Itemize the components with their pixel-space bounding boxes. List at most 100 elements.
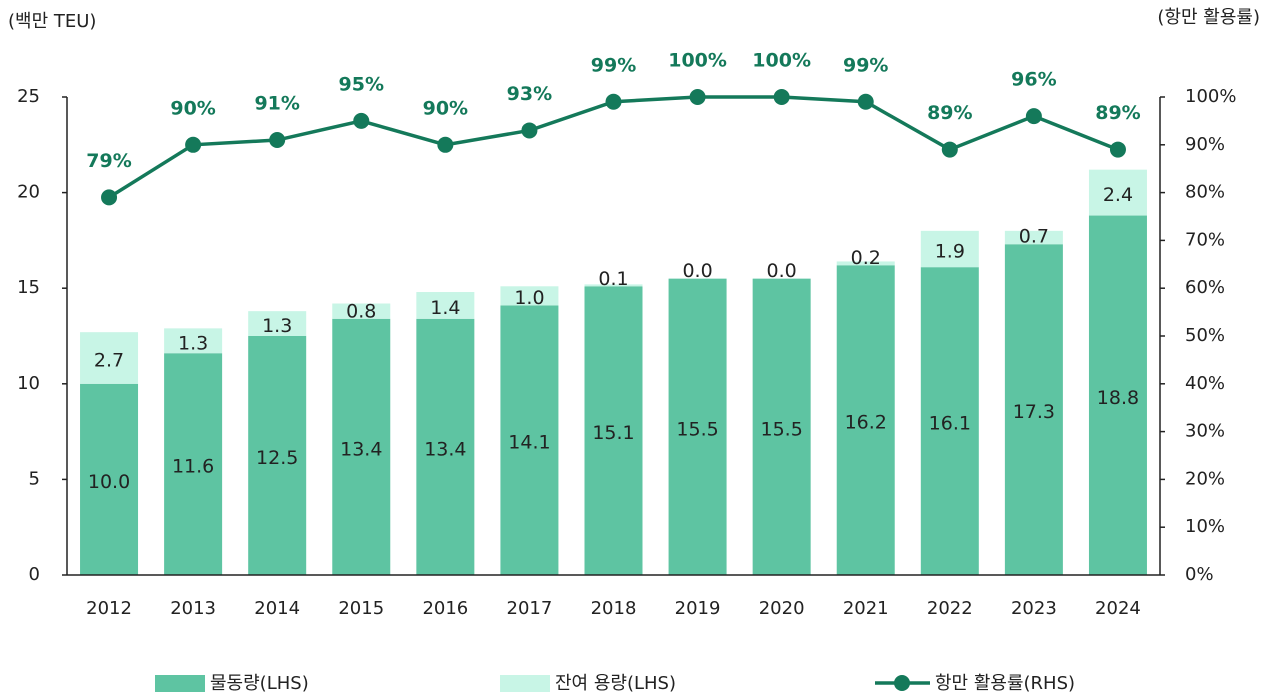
line-point [437,136,454,153]
value-label: 79% [86,150,131,172]
bar-segment [1004,244,1063,575]
bar-segment [332,303,391,319]
value-label: 15.5 [760,418,802,440]
bar-segment [416,292,475,319]
y-tick-label: 25 [17,86,40,107]
bar-segment [920,230,979,268]
line-point [689,89,706,105]
value-label: 100% [668,50,727,72]
line-point [941,141,958,158]
value-label: 11.6 [172,456,214,478]
line-point [1109,141,1126,158]
x-tick-label: 2018 [591,598,637,619]
y-tick-label: 10 [17,373,40,394]
y2-tick-label: 100% [1185,86,1236,107]
value-label: 14.1 [508,432,550,454]
x-tick-label: 2020 [759,598,805,619]
value-label: 13.4 [424,438,466,460]
legend-label: 물동량(LHS) [210,673,309,694]
x-tick-label: 2024 [1095,598,1141,619]
y2-tick-label: 90% [1185,134,1225,155]
bar-segment [668,278,727,575]
bar-segment [248,311,307,336]
value-label: 2.7 [94,349,124,371]
bar-segment [1088,169,1147,216]
bar-segment [500,286,559,306]
x-tick-label: 2023 [1011,598,1057,619]
value-label: 91% [254,93,299,115]
value-label: 12.5 [256,447,298,469]
value-label: 1.3 [262,315,292,337]
value-label: 0.2 [851,247,881,269]
value-label: 18.8 [1097,387,1139,409]
line-point [269,132,286,149]
y2-tick-label: 80% [1185,182,1225,203]
bar-segment [1088,215,1147,575]
y-tick-label: 0 [29,564,40,585]
line-point [857,93,874,110]
x-tick-label: 2013 [170,598,216,619]
y2-tick-label: 30% [1185,421,1225,442]
value-label: 10.0 [88,471,130,493]
y2-tick-label: 0% [1185,564,1214,585]
bar-segment [1004,230,1063,245]
bar-segment [80,383,139,575]
value-label: 100% [752,50,811,72]
line-point [521,122,538,139]
legend-label: 잔여 용량(LHS) [555,673,676,694]
line-point [1025,108,1042,125]
value-label: 1.3 [178,332,208,354]
bar-segment [500,305,559,575]
value-label: 16.2 [845,412,887,434]
y2-axis-label: (항만 활용률) [1157,7,1260,28]
bar-segment [752,278,811,575]
line-point [185,136,202,153]
y2-tick-label: 10% [1185,516,1225,537]
bar-segment [332,318,391,575]
value-label: 0.8 [346,300,376,322]
bar-segment [836,265,895,575]
line-point [773,89,790,105]
y2-tick-label: 40% [1185,373,1225,394]
bar-segment [164,328,223,354]
bar-segment [836,261,895,266]
value-label: 0.1 [598,268,628,290]
y2-tick-label: 70% [1185,229,1225,250]
value-label: 99% [843,54,888,76]
line-point [353,112,370,129]
value-label: 0.0 [767,260,797,282]
value-label: 2.4 [1103,184,1133,206]
y-tick-label: 15 [17,277,40,298]
value-label: 1.4 [430,297,460,319]
y-tick-label: 5 [29,468,40,489]
legend-swatch [155,675,205,692]
x-tick-label: 2012 [86,598,132,619]
legend-label: 항만 활용률(RHS) [935,673,1075,694]
y2-tick-label: 60% [1185,277,1225,298]
value-label: 17.3 [1013,401,1055,423]
x-tick-label: 2021 [843,598,889,619]
y2-tick-label: 20% [1185,468,1225,489]
value-label: 0.0 [682,260,712,282]
x-tick-label: 2019 [675,598,721,619]
x-tick-label: 2014 [254,598,300,619]
value-label: 0.7 [1019,226,1049,248]
value-label: 1.9 [935,241,965,263]
bar-segment [584,284,643,287]
value-label: 90% [423,97,468,119]
value-label: 93% [507,83,552,105]
value-label: 89% [1095,102,1140,124]
value-label: 90% [170,97,215,119]
value-label: 99% [591,54,636,76]
value-label: 95% [339,73,384,95]
value-label: 16.1 [929,413,971,435]
y-tick-label: 20 [17,182,40,203]
bar-segment [584,286,643,575]
x-tick-label: 2022 [927,598,973,619]
bar-segment [248,336,307,575]
value-label: 1.0 [514,287,544,309]
y2-tick-label: 50% [1185,325,1225,346]
x-tick-label: 2016 [422,598,468,619]
bar-segment [920,267,979,575]
